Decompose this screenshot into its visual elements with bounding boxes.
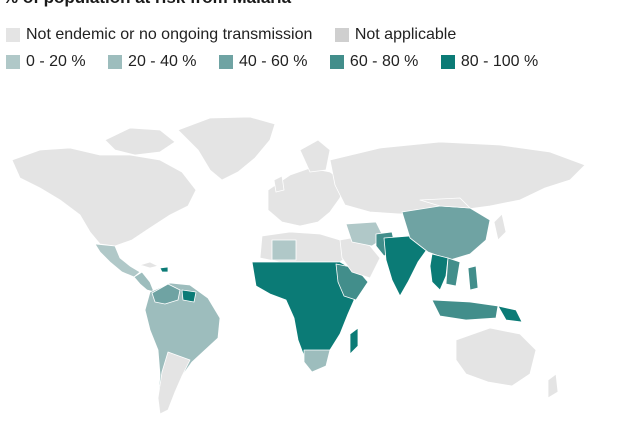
map-region-sahara [271,239,297,261]
legend-swatch-20-40 [108,55,123,69]
map-region-madagascar [349,327,359,355]
map-region-southern-cone [157,351,191,415]
legend-swatch-40-60 [218,55,233,69]
world-map [11,116,586,415]
map-region-russia [329,141,586,215]
legend-swatch-not-endemic [6,28,20,42]
map-region-papua [497,305,523,323]
legend-label-80-100: 80 - 100 % [460,53,539,70]
map-region-guianas [181,289,197,303]
map-region-philippines [467,265,479,291]
map-region-arctic-islands [104,127,176,156]
legend-row-status: Not endemic or no ongoing transmission N… [6,26,474,47]
map-region-scandinavia [299,139,331,173]
legend-label-not-endemic: Not endemic or no ongoing transmission [26,26,313,43]
map-title: % of population at risk from Malaria [3,0,291,8]
legend-item-20-40: 20 - 40 % [108,53,197,71]
legend-item-0-20: 0 - 20 % [6,53,86,71]
legend-swatch-60-80 [329,55,344,69]
legend-item-80-100: 80 - 100 % [440,53,539,71]
map-region-cuba [139,261,159,269]
legend-label-20-40: 20 - 40 % [128,53,197,70]
map-region-uk [273,175,285,193]
map-region-mongolia [419,197,471,209]
legend-swatch-80-100 [440,55,455,69]
map-region-central-america [133,271,155,293]
map-region-europe [267,167,346,227]
legend-item-not-applicable: Not applicable [334,26,457,44]
map-region-indonesia [431,299,499,321]
legend-swatch-0-20 [6,55,20,69]
legend-label-40-60: 40 - 60 % [238,53,308,70]
legend-label-not-applicable: Not applicable [354,26,457,43]
legend-label-60-80: 60 - 80 % [349,53,419,70]
legend-label-0-20: 0 - 20 % [26,53,86,70]
map-region-mexico [94,243,141,278]
map-region-north-america [11,147,197,247]
map-region-japan [493,213,507,241]
map-region-southern-africa [303,349,331,373]
legend-item-not-endemic: Not endemic or no ongoing transmission [6,26,312,44]
map-region-australia [455,327,537,387]
map-region-southeast-asia [429,253,449,291]
map-region-haiti [159,266,169,273]
legend-row-risk: 0 - 20 % 20 - 40 % 40 - 60 % 60 - 80 % 8… [6,53,556,74]
map-region-greenland [177,116,276,181]
map-region-new-zealand [547,373,559,399]
legend-swatch-not-applicable [334,28,349,42]
map-region-venezuela [151,283,181,305]
legend-item-40-60: 40 - 60 % [218,53,308,71]
map-region-vietnam [445,257,461,287]
legend-item-60-80: 60 - 80 % [329,53,419,71]
